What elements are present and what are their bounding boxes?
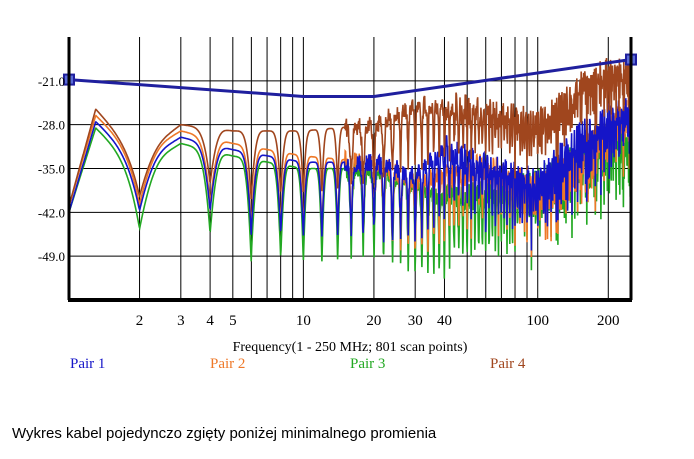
x-tick-label: 2: [136, 313, 144, 329]
x-tick-label: 40: [437, 313, 452, 329]
x-tick-label: 100: [526, 313, 549, 329]
chart-caption: Wykres kabel pojedynczo zgięty poniżej m…: [12, 425, 437, 442]
series-line: [68, 57, 632, 207]
legend-entry: Pair 3: [350, 356, 385, 372]
x-tick-label: 3: [177, 313, 185, 329]
x-tick-label: 200: [597, 313, 620, 329]
limit-line-layer: [63, 53, 637, 98]
x-tick-labels: 2 3 4 5 10 20 30 40 100 200: [136, 313, 620, 329]
series-line: [68, 98, 632, 251]
y-tick-labels: -21.0 -28.0 -35.0 -42.0 -49.0: [38, 74, 65, 264]
legend: Pair 1 Pair 2 Pair 3 Pair 4: [70, 356, 526, 372]
plot-frame: [67, 37, 633, 302]
y-tick-label: -42.0: [38, 205, 65, 220]
limit-line: [68, 58, 632, 98]
chart-root: -21.0 -28.0 -35.0 -42.0 -49.0 2 3 4 5 10 20 30 40 10…: [38, 37, 637, 372]
x-tick-label: 5: [229, 313, 237, 329]
y-tick-label: -35.0: [38, 162, 65, 177]
x-tick-label: 10: [296, 313, 311, 329]
legend-entry: Pair 4: [490, 356, 526, 372]
legend-entry: Pair 2: [210, 356, 245, 372]
y-tick-label: -28.0: [38, 118, 65, 133]
series-layer: [68, 57, 632, 279]
legend-entry: Pair 1: [70, 356, 105, 372]
x-axis-label: Frequency(1 - 250 MHz; 801 scan points): [233, 340, 468, 355]
x-tick-label: 30: [408, 313, 423, 329]
y-tick-label: -49.0: [38, 249, 65, 264]
x-tick-label: 20: [366, 313, 381, 329]
x-tick-label: 4: [206, 313, 214, 329]
y-tick-label: -21.0: [38, 74, 65, 89]
